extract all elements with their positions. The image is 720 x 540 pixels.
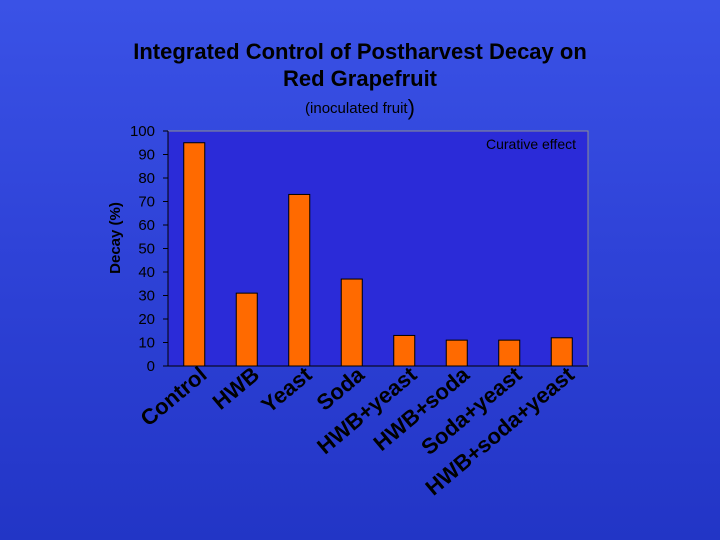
subtitle-close-paren: ) <box>407 95 415 120</box>
y-tick-label: 30 <box>138 288 155 305</box>
y-tick-label: 80 <box>138 170 155 187</box>
slide-title: Integrated Control of Postharvest Decay … <box>60 38 660 92</box>
y-tick-label: 20 <box>138 311 155 328</box>
chart-annotation: Curative effect <box>486 136 576 152</box>
y-tick-label: 60 <box>138 217 155 234</box>
bar <box>498 339 521 367</box>
y-tick-label: 10 <box>138 335 155 352</box>
x-tick-label: HWB <box>208 362 264 415</box>
bar <box>550 337 573 367</box>
y-tick-label: 90 <box>138 147 155 164</box>
y-tick-label: 40 <box>138 264 155 281</box>
x-tick-label: Yeast <box>256 361 317 418</box>
bar <box>393 334 416 367</box>
slide-title-line-2: Red Grapefruit <box>282 66 438 91</box>
y-tick-label: 70 <box>138 194 155 211</box>
bar <box>445 339 468 367</box>
subtitle-text: (inoculated fruit <box>305 100 408 117</box>
y-tick-label: 0 <box>147 358 155 375</box>
bar <box>288 193 311 367</box>
y-tick-label: 100 <box>130 123 155 140</box>
slide-subtitle: (inoculated fruit) <box>0 95 720 121</box>
slide-title-line-1: Integrated Control of Postharvest Decay … <box>133 39 587 64</box>
y-tick-label: 50 <box>138 241 155 258</box>
bar <box>183 142 206 367</box>
bar <box>340 278 363 367</box>
y-axis-label: Decay (%) <box>107 202 124 274</box>
plot-area <box>167 130 589 367</box>
bar <box>235 292 258 367</box>
